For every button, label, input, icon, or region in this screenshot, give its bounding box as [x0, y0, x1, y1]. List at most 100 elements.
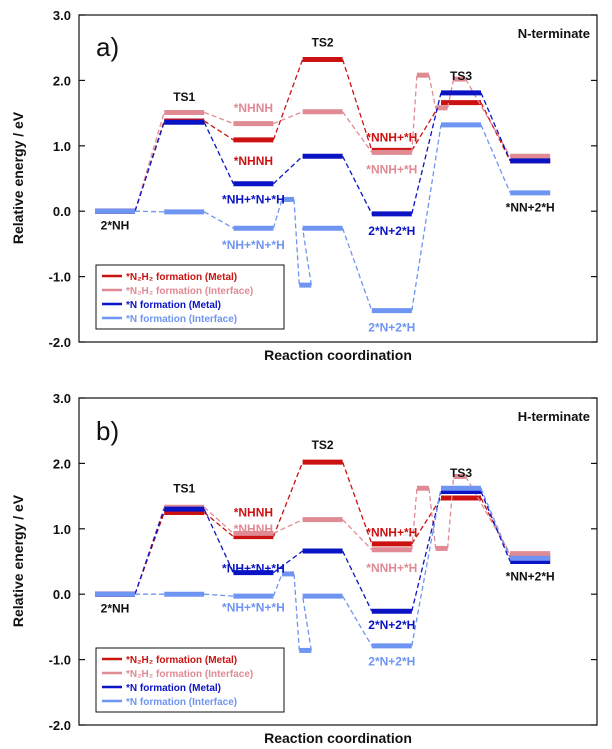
state-label: *NN+2*H: [506, 200, 555, 214]
connector-line: [273, 519, 303, 534]
panel-b-state-labels: 2*NH TS1 *NHNH *NHNH *NH+*N+*H *NH+*N+*H TS2 *N…: [101, 438, 555, 668]
state-label: *NH+*N+*H: [222, 192, 285, 206]
state-label: 2*N+2*H: [368, 224, 415, 238]
y-tick-label: 3.0: [53, 391, 71, 406]
connector-line: [411, 488, 442, 646]
y-tick-label: 3.0: [53, 8, 71, 23]
state-label: *NNH+*H: [366, 561, 417, 575]
connector-line: [134, 210, 165, 213]
connector-line: [301, 596, 312, 651]
connector-line: [465, 78, 511, 157]
state-label: *NHNH: [234, 505, 273, 519]
connector-line: [411, 488, 418, 550]
connector-line: [272, 199, 283, 229]
connector-line: [293, 199, 300, 286]
panel-b-x-axis-title: Reaction coordination: [264, 730, 412, 746]
legend-entry: *N₂H₂ formation (Metal): [126, 272, 237, 283]
panel-a-state-labels: 2*NH TS1 *NHNH *NHNH *NH+*N+*H *NH+*N+*H TS2 *N…: [101, 35, 555, 334]
connector-line: [203, 121, 234, 185]
y-tick-label: -2.0: [49, 335, 71, 350]
connector-line: [203, 511, 234, 538]
connector-line: [411, 92, 442, 214]
y-tick-label: -2.0: [49, 718, 71, 733]
connector-line: [273, 111, 303, 125]
connector-line: [411, 75, 418, 153]
connector-line: [411, 124, 442, 311]
panel-b-frame: [78, 397, 598, 726]
connector-line: [272, 461, 304, 537]
state-label: *NH+*N+*H: [222, 238, 285, 252]
connector-line: [342, 519, 373, 551]
connector-line: [301, 228, 312, 286]
panel-b-legend-box: [95, 647, 285, 713]
panel-a-x-axis-title: Reaction coordination: [264, 347, 412, 363]
connector-line: [428, 75, 437, 108]
series-metal_n2h2: [95, 56, 551, 214]
state-label: 2*N+2*H: [368, 655, 415, 669]
y-tick-label: 1.0: [53, 139, 71, 154]
panel-b-y-axis-title: Relative energy / eV: [10, 494, 26, 627]
series-metal_n: [95, 489, 551, 614]
state-label: TS1: [173, 90, 195, 104]
connector-line: [342, 550, 373, 612]
connector-line: [342, 111, 373, 153]
panel-b-series: [95, 459, 551, 653]
connector-line: [341, 461, 373, 545]
connector-line: [134, 122, 165, 212]
connector-line: [480, 124, 511, 194]
state-label: *NNH+*H: [366, 526, 417, 540]
connector-line: [272, 155, 304, 185]
connector-line: [342, 595, 373, 647]
legend-entry: *N₂H₂ formation (Metal): [126, 655, 237, 666]
panel-b: 3.0 2.0 1.0 0.0 -1.0 -2.0 b) H-terminate Rela…: [10, 391, 598, 746]
connector-line: [203, 506, 234, 534]
state-label: *NHNH: [234, 101, 273, 115]
panel-a: 3.0 2.0 1.0 0.0 -1.0 -2.0 a) N-terminate Rela…: [10, 8, 598, 363]
connector-line: [341, 227, 373, 311]
legend-entry: *N₂H₂ formation (Interface): [126, 669, 253, 680]
connector-line: [272, 59, 304, 141]
connector-line: [134, 508, 165, 595]
y-tick-label: 2.0: [53, 456, 71, 471]
state-label: TS3: [450, 466, 472, 480]
panel-b-y-axis: 3.0 2.0 1.0 0.0 -1.0 -2.0: [49, 391, 597, 733]
connector-line: [411, 497, 442, 545]
legend-entry: *N formation (Metal): [126, 683, 221, 694]
state-label: TS1: [173, 481, 195, 495]
panel-b-legend: *N₂H₂ formation (Metal) *N₂H₂ formation (…: [95, 647, 285, 713]
connector-line: [480, 491, 511, 562]
state-label: *NN+2*H: [506, 570, 555, 584]
state-label: TS2: [312, 438, 334, 452]
panel-a-y-axis: 3.0 2.0 1.0 0.0 -1.0 -2.0: [49, 8, 597, 350]
panel-a-y-axis-title: Relative energy / eV: [10, 111, 26, 244]
connector-line: [273, 550, 303, 574]
legend-entry: *N formation (Interface): [126, 314, 237, 325]
connector-line: [411, 102, 442, 151]
state-label: *NH+*N+*H: [222, 562, 285, 576]
state-label: 2*NH: [101, 219, 130, 233]
state-label: *NHNH: [234, 154, 273, 168]
connector-line: [428, 488, 437, 549]
series-interface_n: [95, 485, 551, 653]
panel-a-legend-box: [95, 264, 285, 330]
state-label: 2*N+2*H: [368, 618, 415, 632]
y-tick-label: -1.0: [49, 270, 71, 285]
connector-line: [480, 488, 511, 559]
connector-line: [134, 112, 165, 212]
state-label: TS3: [450, 69, 472, 83]
series-metal_n2h2: [95, 459, 551, 597]
connector-line: [203, 508, 234, 573]
y-tick-label: 0.0: [53, 587, 71, 602]
state-label: TS2: [312, 35, 334, 49]
y-tick-label: 1.0: [53, 522, 71, 537]
panel-b-terminate-label: H-terminate: [518, 409, 590, 424]
connector-line: [293, 573, 300, 651]
panel-a-label: a): [96, 32, 119, 62]
connector-line: [203, 111, 234, 125]
connector-line: [203, 211, 234, 229]
state-label: 2*NH: [101, 602, 130, 616]
panel-a-terminate-label: N-terminate: [518, 26, 590, 41]
connector-line: [203, 120, 234, 141]
y-tick-label: 2.0: [53, 73, 71, 88]
